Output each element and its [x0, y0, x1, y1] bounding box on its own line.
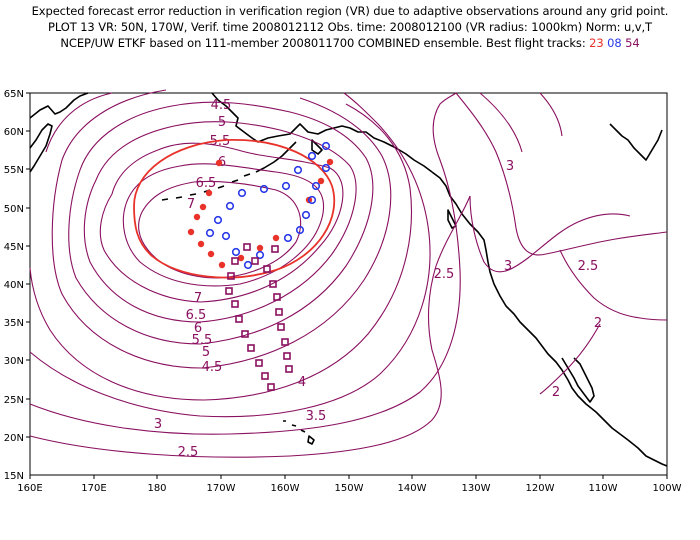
contour-6	[99, 142, 344, 303]
contour-3-5	[29, 92, 431, 418]
contour-label-3-east: 3	[504, 259, 512, 274]
lat-label-50n: 50N	[4, 204, 24, 215]
lon-label-170w: 170W	[207, 483, 236, 494]
siberia-coast	[29, 92, 89, 119]
flight-track-08	[205, 141, 331, 270]
lat-label-40n: 40N	[4, 280, 24, 291]
contour-7	[138, 180, 302, 279]
hawaii-islands	[283, 420, 315, 445]
contour-label-3-north: 3	[506, 159, 514, 174]
lon-label-150w: 150W	[335, 483, 364, 494]
track-54-label: 54	[625, 36, 640, 50]
title-line-3-text: NCEP/UW ETKF based on 111-member 2008011…	[60, 36, 586, 50]
lat-label-45n: 45N	[4, 242, 24, 253]
coastlines	[29, 92, 668, 467]
flight-track-54	[225, 243, 293, 391]
north-america-coast	[431, 171, 668, 467]
lat-label-55n: 55N	[4, 165, 24, 176]
contour-2-northeast	[559, 249, 668, 321]
contour-3-east	[455, 92, 668, 256]
contour-label-5-top: 5	[218, 115, 226, 130]
lat-label-60n: 60N	[4, 127, 24, 138]
lon-label-170e: 170E	[81, 483, 106, 494]
lon-label-160w: 160W	[271, 483, 300, 494]
contour-3-north	[479, 92, 563, 153]
contour-label-2-5-east: 2.5	[578, 259, 599, 274]
canadian-coast	[609, 123, 663, 161]
contour-5-5	[83, 121, 357, 323]
contour-label-7-top: 7	[187, 197, 195, 212]
contour-label-2-south: 2	[552, 385, 560, 400]
contour-label-5-5-top: 5.5	[210, 134, 231, 149]
kodiak-island	[311, 139, 323, 155]
contour-label-2-5-mid: 2.5	[434, 267, 455, 282]
error-reduction-contours	[29, 89, 668, 458]
contour-label-3-west: 3	[154, 417, 162, 432]
lon-label-160e: 160E	[17, 483, 42, 494]
map-frame	[29, 92, 668, 476]
title-line-2: PLOT 13 VR: 50N, 170W, Verif. time 20080…	[48, 20, 652, 34]
lon-label-120w: 120W	[526, 483, 555, 494]
contour-4	[29, 92, 413, 401]
axis-ticks	[26, 92, 668, 479]
contour-label-2-5-west: 2.5	[178, 445, 199, 460]
lon-label-140w: 140W	[398, 483, 427, 494]
lat-label-15n: 15N	[4, 471, 24, 482]
track-08-label: 08	[607, 36, 622, 50]
lat-label-20n: 20N	[4, 433, 24, 444]
title-line-3: NCEP/UW ETKF based on 111-member 2008011…	[0, 36, 700, 50]
flight-track-23	[187, 158, 334, 269]
lat-label-30n: 30N	[4, 356, 24, 367]
contour-label-4: 4	[298, 375, 306, 390]
verification-region-circle	[133, 139, 336, 279]
contour-label-3-5: 3.5	[306, 409, 327, 424]
contour-label-2-east: 2	[594, 316, 602, 331]
contour-label-6-bottom: 6	[194, 321, 202, 336]
contour-label-4-5-bottom: 4.5	[202, 360, 223, 375]
contour-label-4-5-top: 4.5	[211, 98, 232, 113]
title-line-1: Expected forecast error reduction in ver…	[31, 4, 669, 18]
contour-4-5	[51, 89, 392, 369]
contour-6-5	[122, 163, 325, 287]
alaska-coast	[211, 92, 433, 173]
lat-label-25n: 25N	[4, 395, 24, 406]
contour-label-5-5-bottom: 5.5	[192, 333, 213, 348]
lon-label-130w: 130W	[462, 483, 491, 494]
lat-label-65n: 65N	[4, 89, 24, 100]
baja-california	[561, 357, 595, 403]
contour-2-5-west	[29, 195, 471, 458]
contour-label-7-bottom: 7	[194, 291, 202, 306]
contour-2-south	[539, 323, 601, 395]
track-23-label: 23	[589, 36, 604, 50]
contour-label-6-5-bottom: 6.5	[186, 308, 207, 323]
lon-label-180: 180	[147, 483, 166, 494]
lon-label-100w: 100W	[653, 483, 682, 494]
contour-label-5-bottom: 5	[202, 345, 210, 360]
kamchatka-coast	[29, 123, 53, 173]
contour-label-6-5-top: 6.5	[196, 176, 217, 191]
contour-2-5-east	[469, 195, 631, 273]
lat-label-35n: 35N	[4, 318, 24, 329]
contour-5	[68, 101, 374, 345]
contour-3-west	[29, 92, 461, 435]
lon-label-110w: 110W	[589, 483, 618, 494]
